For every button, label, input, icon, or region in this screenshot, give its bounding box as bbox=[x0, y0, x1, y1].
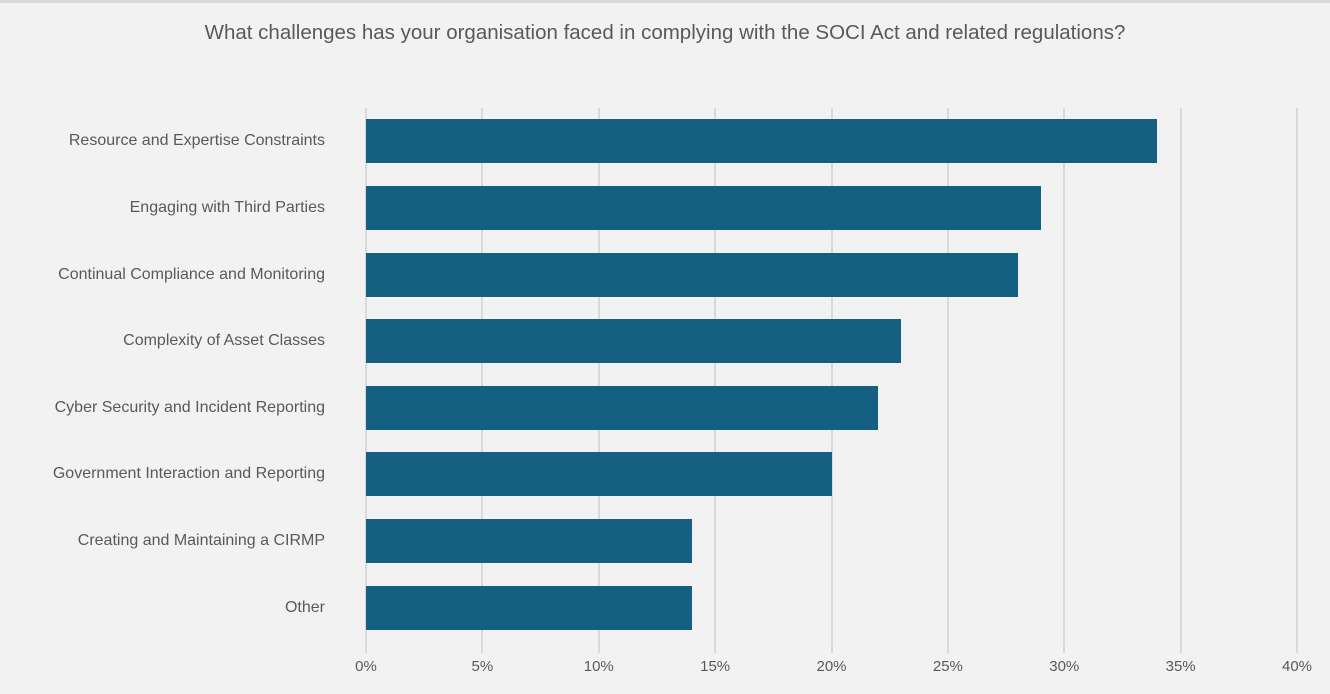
x-tick-label: 0% bbox=[355, 658, 377, 675]
category-label: Resource and Expertise Constraints bbox=[68, 132, 325, 150]
gridline bbox=[714, 108, 717, 653]
x-tick-label: 20% bbox=[816, 658, 847, 675]
category-label: Government Interaction and Reporting bbox=[52, 465, 325, 483]
bar-6 bbox=[366, 452, 832, 497]
gridline bbox=[365, 108, 367, 653]
bar-row bbox=[366, 508, 1297, 575]
gridline bbox=[1179, 108, 1182, 653]
value-axis-labels: 0% 5% 10% 15% 20% 25% 30% 35% 40% bbox=[355, 658, 1312, 680]
category-label: Continual Compliance and Monitoring bbox=[58, 265, 325, 283]
plot-area bbox=[365, 108, 1298, 653]
bar-row bbox=[366, 375, 1297, 442]
bar-row bbox=[366, 308, 1297, 375]
bar-row bbox=[366, 574, 1297, 641]
bar-row bbox=[366, 175, 1297, 242]
gridline bbox=[830, 108, 833, 653]
bar-3 bbox=[366, 252, 1018, 297]
chart-title: What challenges has your organisation fa… bbox=[204, 21, 1126, 44]
category-axis-labels: Resource and Expertise Constraints Engagi… bbox=[0, 108, 346, 641]
bar-5 bbox=[366, 385, 879, 430]
gridline bbox=[946, 108, 949, 653]
x-tick-label: 10% bbox=[583, 658, 614, 675]
bar-1 bbox=[366, 119, 1158, 164]
category-label: Other bbox=[284, 598, 325, 616]
bar-8 bbox=[366, 585, 692, 630]
category-label: Complexity of Asset Classes bbox=[123, 332, 325, 350]
bars-layer bbox=[366, 108, 1297, 641]
gridline bbox=[597, 108, 600, 653]
bar-row bbox=[366, 241, 1297, 308]
bar-row bbox=[366, 108, 1297, 175]
bar-4 bbox=[366, 319, 902, 364]
category-label: Cyber Security and Incident Reporting bbox=[54, 398, 325, 416]
bar-7 bbox=[366, 519, 692, 564]
gridline bbox=[1063, 108, 1066, 653]
bar-2 bbox=[366, 185, 1041, 230]
category-label: Creating and Maintaining a CIRMP bbox=[77, 532, 325, 550]
x-tick-label: 15% bbox=[700, 658, 731, 675]
gridline bbox=[1296, 108, 1298, 653]
x-tick-label: 35% bbox=[1165, 658, 1196, 675]
x-tick-label: 5% bbox=[471, 658, 494, 675]
window-top-edge bbox=[0, 0, 1330, 3]
x-tick-label: 40% bbox=[1281, 658, 1313, 675]
bar-row bbox=[366, 441, 1297, 508]
category-label: Engaging with Third Parties bbox=[129, 198, 325, 216]
x-tick-label: 25% bbox=[932, 658, 963, 675]
gridline bbox=[481, 108, 484, 653]
x-tick-label: 30% bbox=[1049, 658, 1080, 675]
